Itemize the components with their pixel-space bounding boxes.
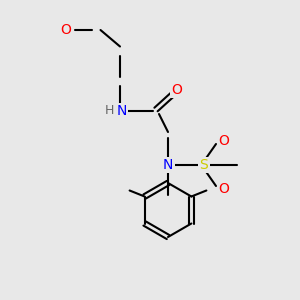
Text: N: N	[116, 104, 127, 118]
Text: N: N	[163, 158, 173, 172]
Text: O: O	[218, 182, 229, 196]
Text: S: S	[200, 158, 208, 172]
Text: O: O	[172, 83, 182, 97]
Text: H: H	[105, 104, 114, 118]
Text: O: O	[218, 134, 229, 148]
Text: O: O	[61, 23, 71, 37]
